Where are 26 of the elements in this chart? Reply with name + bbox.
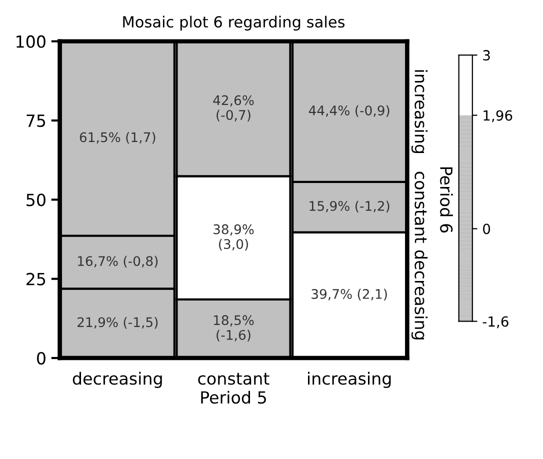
x-tick-label: constant	[198, 372, 270, 385]
data-label: 21,9% (-1,5)	[78, 316, 158, 329]
y-tick-label: 75	[26, 114, 46, 128]
color-bar-label: -1,6	[482, 316, 508, 328]
x-axis-title: Period 5	[201, 390, 266, 404]
data-label: 39,7% (2,1)	[312, 288, 387, 301]
data-label: 16,7% (-0,8)	[78, 256, 158, 268]
color-bar-label: 0	[483, 224, 490, 234]
y-tick-label: 50	[26, 194, 46, 206]
color-bar-label: 1,96	[484, 110, 512, 122]
y-tick-label: 0	[37, 352, 46, 365]
y-tick-label: 100	[16, 35, 46, 48]
data-label: 38,9% (3,0)	[214, 224, 254, 251]
y2-axis-title: Period 6	[440, 167, 453, 233]
data-label: 15,9% (-1,2)	[310, 200, 390, 212]
y-tick-label: 25	[26, 272, 46, 286]
text: constant	[414, 172, 427, 243]
data-label: 44,4% (-0,9)	[308, 105, 390, 117]
data-label: 61,5% (1,7)	[80, 132, 156, 144]
data-label: 18,5% (-1,6)	[214, 315, 254, 342]
data-label: 42,6% (-0,7)	[213, 95, 254, 122]
x-tick-label: decreasing	[72, 372, 162, 388]
chart-title: Mosaic plot 6 regarding sales	[123, 16, 345, 31]
text: increasing	[411, 70, 428, 153]
x-tick-label: increasing	[308, 372, 391, 388]
color-bar-label: 3	[483, 50, 490, 61]
